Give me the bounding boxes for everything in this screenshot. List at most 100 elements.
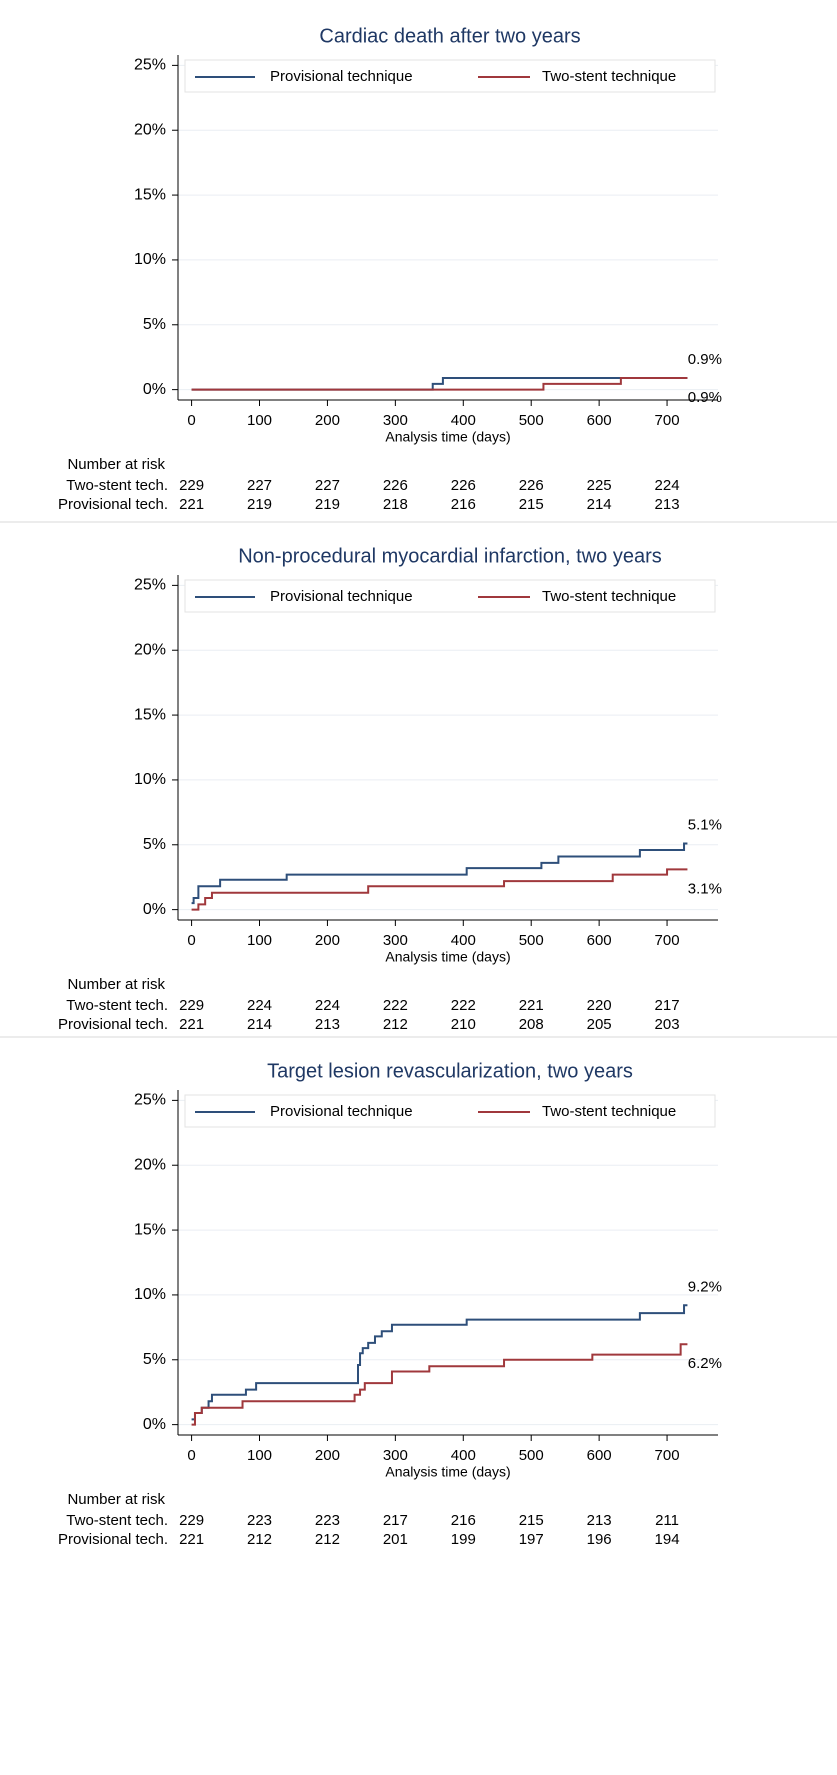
risk-count: 216	[451, 1512, 476, 1529]
risk-row-label: Two-stent tech.	[66, 1512, 168, 1529]
risk-count: 211	[655, 1512, 679, 1529]
risk-count: 218	[383, 496, 408, 513]
legend-label: Two-stent technique	[542, 588, 676, 605]
risk-row-label: Provisional tech.	[58, 1531, 168, 1548]
y-tick-label: 10%	[134, 1286, 166, 1303]
risk-count: 224	[247, 997, 272, 1014]
chart-panel: Target lesion revascularization, two yea…	[0, 1036, 837, 1548]
x-tick-label: 100	[247, 1447, 272, 1464]
risk-count: 225	[587, 477, 612, 494]
risk-count: 226	[519, 477, 544, 494]
risk-count: 213	[655, 496, 680, 513]
risk-count: 214	[587, 496, 612, 513]
risk-count: 197	[519, 1531, 544, 1548]
risk-count: 203	[655, 1016, 680, 1033]
chart-panel: Non-procedural myocardial infarction, tw…	[0, 521, 837, 1033]
risk-count: 220	[587, 997, 612, 1014]
km-curve	[191, 376, 688, 391]
end-value-label: 9.2%	[688, 1278, 722, 1295]
y-tick-label: 25%	[134, 1092, 166, 1109]
y-tick-label: 20%	[134, 121, 166, 138]
y-tick-label: 25%	[134, 577, 166, 594]
legend-label: Two-stent technique	[542, 1103, 676, 1120]
x-tick-label: 600	[587, 1447, 612, 1464]
x-tick-label: 400	[451, 1447, 476, 1464]
risk-count: 208	[519, 1016, 544, 1033]
risk-count: 221	[519, 997, 544, 1014]
y-tick-label: 0%	[143, 381, 166, 398]
risk-count: 219	[315, 496, 340, 513]
risk-table-title: Number at risk	[67, 1491, 165, 1508]
risk-count: 221	[179, 496, 204, 513]
risk-count: 226	[383, 477, 408, 494]
risk-count: 222	[451, 997, 476, 1014]
legend-box	[184, 59, 716, 93]
risk-count: 217	[655, 997, 680, 1014]
x-tick-label: 700	[655, 932, 680, 949]
risk-count: 227	[247, 477, 272, 494]
x-tick-label: 100	[247, 932, 272, 949]
x-tick-label: 700	[655, 1447, 680, 1464]
legend-label: Provisional technique	[270, 1103, 413, 1120]
end-value-label: 3.1%	[688, 880, 722, 897]
chart-panel: Cardiac death after two years 0% 5% 10% 15% 2…	[58, 25, 722, 513]
risk-row-label: Provisional tech.	[58, 496, 168, 513]
end-value-label: 0.9%	[688, 389, 722, 406]
y-tick-label: 5%	[143, 1351, 166, 1368]
x-tick-label: 0	[187, 932, 195, 949]
x-tick-label: 400	[451, 932, 476, 949]
risk-count: 224	[655, 477, 680, 494]
x-tick-label: 700	[655, 412, 680, 429]
legend-label: Provisional technique	[270, 588, 413, 605]
x-axis-label: Analysis time (days)	[385, 429, 510, 445]
risk-count: 212	[315, 1531, 340, 1548]
y-tick-label: 15%	[134, 1221, 166, 1238]
risk-count: 215	[519, 1512, 544, 1529]
y-tick-label: 25%	[134, 57, 166, 74]
km-curve	[191, 1343, 688, 1426]
km-curve	[191, 868, 688, 911]
risk-count: 215	[519, 496, 544, 513]
x-tick-label: 200	[315, 932, 340, 949]
risk-row-label: Two-stent tech.	[66, 477, 168, 494]
y-tick-label: 5%	[143, 316, 166, 333]
legend-label: Provisional technique	[270, 68, 413, 85]
y-tick-label: 10%	[134, 251, 166, 268]
x-axis-label: Analysis time (days)	[385, 949, 510, 965]
risk-count: 223	[315, 1512, 340, 1529]
end-value-label: 0.9%	[688, 351, 722, 368]
x-tick-label: 600	[587, 412, 612, 429]
risk-count: 221	[179, 1016, 204, 1033]
x-tick-label: 400	[451, 412, 476, 429]
x-tick-label: 0	[187, 412, 195, 429]
risk-count: 213	[587, 1512, 612, 1529]
risk-count: 199	[451, 1531, 476, 1548]
x-tick-label: 600	[587, 932, 612, 949]
x-tick-label: 200	[315, 412, 340, 429]
risk-count: 224	[315, 997, 340, 1014]
chart-title: Non-procedural myocardial infarction, tw…	[238, 545, 662, 567]
risk-count: 213	[315, 1016, 340, 1033]
risk-count: 210	[451, 1016, 476, 1033]
risk-row-label: Two-stent tech.	[66, 997, 168, 1014]
x-tick-label: 0	[187, 1447, 195, 1464]
risk-table-title: Number at risk	[67, 456, 165, 473]
risk-count: 201	[383, 1531, 408, 1548]
risk-count: 205	[587, 1016, 612, 1033]
legend-box	[184, 579, 716, 613]
risk-count: 196	[587, 1531, 612, 1548]
x-tick-label: 500	[519, 1447, 544, 1464]
risk-table-title: Number at risk	[67, 976, 165, 993]
chart-title: Target lesion revascularization, two yea…	[267, 1060, 633, 1082]
risk-count: 223	[247, 1512, 272, 1529]
km-curve	[191, 842, 688, 905]
legend-label: Two-stent technique	[542, 68, 676, 85]
risk-count: 212	[247, 1531, 272, 1548]
risk-count: 194	[655, 1531, 680, 1548]
risk-row-label: Provisional tech.	[58, 1016, 168, 1033]
y-tick-label: 20%	[134, 641, 166, 658]
x-tick-label: 300	[383, 412, 408, 429]
y-tick-label: 0%	[143, 901, 166, 918]
